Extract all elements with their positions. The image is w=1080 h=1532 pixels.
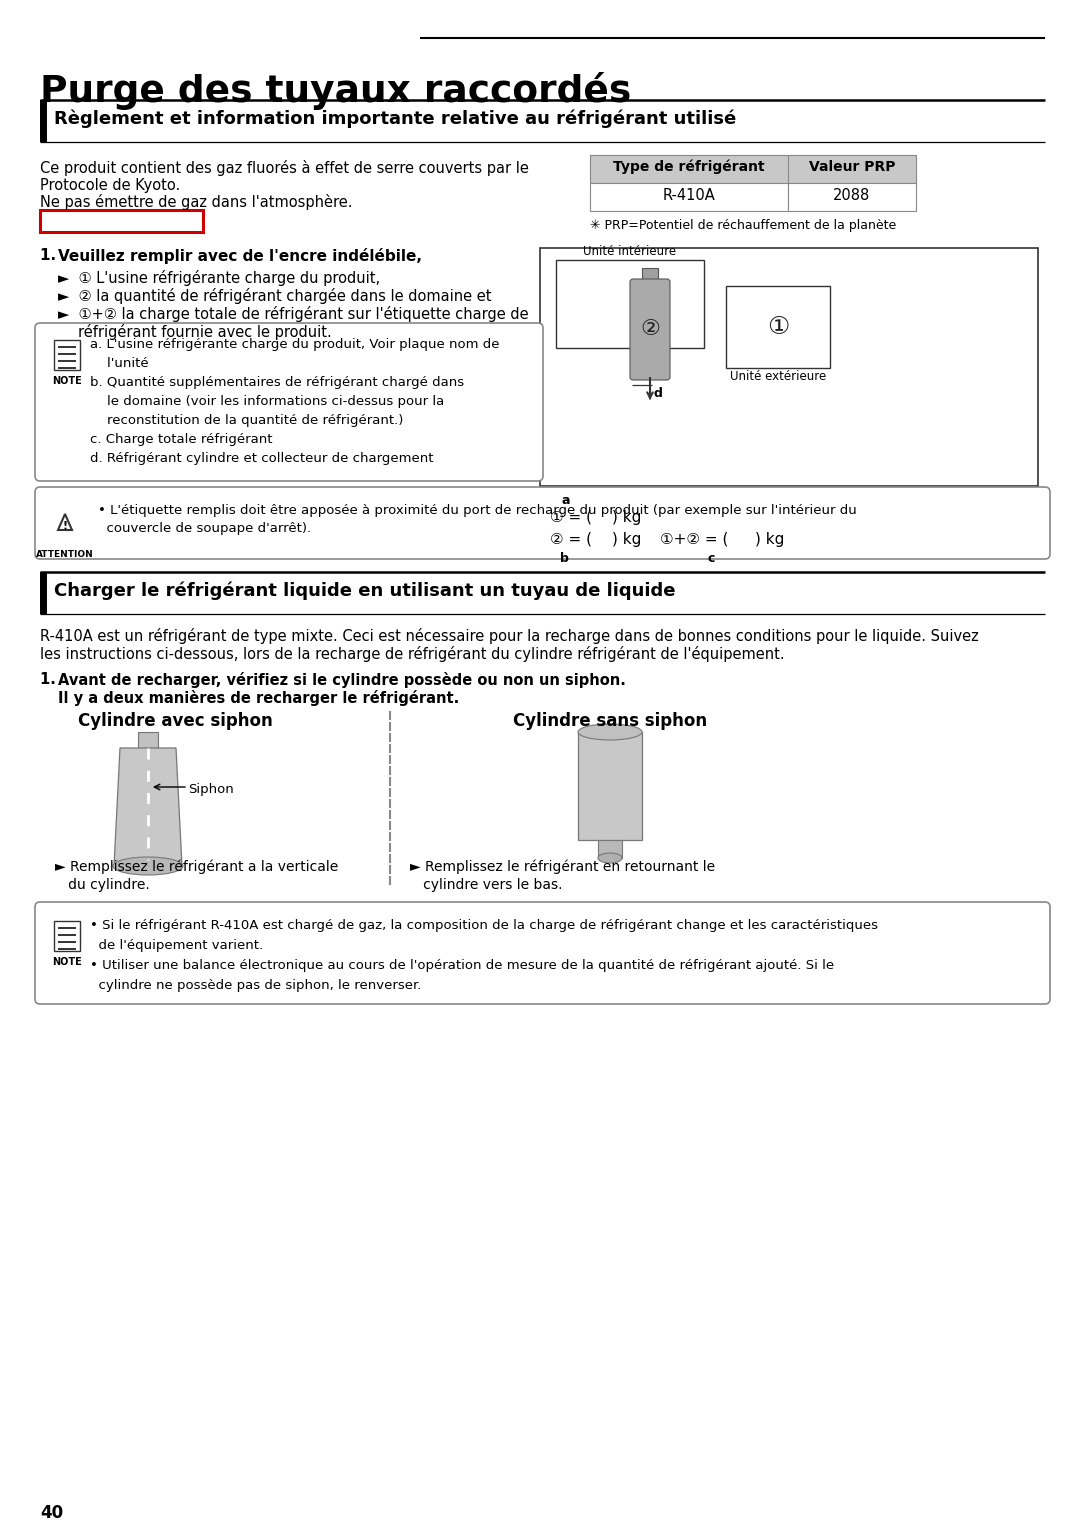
Text: ► Remplissez le réfrigérant en retournant le: ► Remplissez le réfrigérant en retournan… bbox=[410, 859, 715, 875]
Text: l'unité: l'unité bbox=[90, 357, 149, 371]
Text: Charger le réfrigérant liquide en utilisant un tuyau de liquide: Charger le réfrigérant liquide en utilis… bbox=[54, 582, 675, 601]
Ellipse shape bbox=[113, 856, 183, 875]
Text: Type de réfrigérant: Type de réfrigérant bbox=[613, 159, 765, 175]
Text: du cylindre.: du cylindre. bbox=[55, 878, 150, 892]
Text: Cylindre sans siphon: Cylindre sans siphon bbox=[513, 712, 707, 731]
Text: c: c bbox=[708, 552, 715, 565]
Text: reconstitution de la quantité de réfrigérant.): reconstitution de la quantité de réfrigé… bbox=[90, 414, 403, 427]
Text: ① = (: ① = ( bbox=[550, 510, 592, 525]
Bar bbox=[788, 182, 916, 211]
Text: a. L'usine réfrigérante charge du produit, Voir plaque nom de: a. L'usine réfrigérante charge du produi… bbox=[90, 339, 499, 351]
Bar bbox=[598, 840, 622, 858]
Text: Siphon: Siphon bbox=[188, 783, 233, 797]
Text: Unité intérieure: Unité intérieure bbox=[583, 245, 676, 257]
FancyBboxPatch shape bbox=[35, 323, 543, 481]
FancyBboxPatch shape bbox=[630, 279, 670, 380]
Bar bbox=[540, 248, 1038, 486]
Text: d. Réfrigérant cylindre et collecteur de chargement: d. Réfrigérant cylindre et collecteur de… bbox=[90, 452, 433, 466]
Polygon shape bbox=[114, 748, 183, 866]
Text: Cylindre avec siphon: Cylindre avec siphon bbox=[78, 712, 272, 731]
FancyBboxPatch shape bbox=[35, 902, 1050, 1003]
Text: b: b bbox=[561, 552, 569, 565]
Text: ►  ①+② la charge totale de réfrigérant sur l'étiquette charge de: ► ①+② la charge totale de réfrigérant su… bbox=[58, 306, 528, 322]
Text: le domaine (voir les informations ci-dessus pour la: le domaine (voir les informations ci-des… bbox=[90, 395, 444, 408]
Text: 2088: 2088 bbox=[834, 188, 870, 204]
Text: les instructions ci-dessous, lors de la recharge de réfrigérant du cylindre réfr: les instructions ci-dessous, lors de la … bbox=[40, 647, 785, 662]
Text: ②: ② bbox=[640, 319, 660, 339]
Text: ►  ② la quantité de réfrigérant chargée dans le domaine et: ► ② la quantité de réfrigérant chargée d… bbox=[58, 288, 491, 303]
Bar bbox=[726, 286, 831, 368]
Text: NOTE: NOTE bbox=[52, 375, 82, 386]
Ellipse shape bbox=[598, 853, 622, 863]
Text: ② = (: ② = ( bbox=[550, 532, 592, 547]
Text: b. Quantité supplémentaires de réfrigérant chargé dans: b. Quantité supplémentaires de réfrigéra… bbox=[90, 375, 464, 389]
Text: Il y a deux manières de recharger le réfrigérant.: Il y a deux manières de recharger le réf… bbox=[58, 689, 459, 706]
Text: c. Charge totale réfrigérant: c. Charge totale réfrigérant bbox=[90, 434, 272, 446]
Bar bbox=[54, 921, 80, 951]
Text: Purge des tuyaux raccordés: Purge des tuyaux raccordés bbox=[40, 72, 631, 110]
Bar bbox=[556, 260, 704, 348]
Text: ) kg: ) kg bbox=[612, 532, 642, 547]
Text: 1.: 1. bbox=[40, 248, 67, 264]
Text: • Si le réfrigérant R-410A est chargé de gaz, la composition de la charge de réf: • Si le réfrigérant R-410A est chargé de… bbox=[90, 919, 878, 931]
FancyBboxPatch shape bbox=[35, 487, 1050, 559]
Text: ) kg: ) kg bbox=[755, 532, 784, 547]
Bar bbox=[642, 268, 658, 282]
Bar bbox=[40, 571, 48, 614]
Text: R-410A est un réfrigérant de type mixte. Ceci est nécessaire pour la recharge da: R-410A est un réfrigérant de type mixte.… bbox=[40, 628, 978, 643]
Text: 1.: 1. bbox=[40, 673, 66, 686]
Bar bbox=[40, 210, 203, 231]
Text: Ce produit contient des gaz fluorés à effet de serre couverts par le
Protocole d: Ce produit contient des gaz fluorés à ef… bbox=[40, 159, 529, 193]
Bar bbox=[54, 340, 80, 371]
Polygon shape bbox=[58, 515, 72, 530]
Text: a: a bbox=[562, 493, 570, 507]
Text: Veuillez remplir avec de l'encre indélébile,: Veuillez remplir avec de l'encre indéléb… bbox=[58, 248, 422, 264]
Bar bbox=[590, 155, 916, 182]
Ellipse shape bbox=[578, 725, 642, 740]
Text: Unité extérieure: Unité extérieure bbox=[730, 371, 826, 383]
Text: cylindre vers le bas.: cylindre vers le bas. bbox=[410, 878, 563, 892]
Text: ► Remplissez le réfrigérant a la verticale: ► Remplissez le réfrigérant a la vertica… bbox=[55, 859, 338, 875]
Text: réfrigérant fournie avec le produit.: réfrigérant fournie avec le produit. bbox=[78, 323, 332, 340]
Text: NOTE: NOTE bbox=[52, 958, 82, 967]
Text: Règlement et information importante relative au réfrigérant utilisé: Règlement et information importante rela… bbox=[54, 110, 737, 129]
Text: cylindre ne possède pas de siphon, le renverser.: cylindre ne possède pas de siphon, le re… bbox=[90, 979, 421, 993]
Text: d: d bbox=[654, 388, 663, 400]
Text: ①+② = (: ①+② = ( bbox=[660, 532, 728, 547]
Text: • L'étiquette remplis doit être apposée à proximité du port de recharge du produ: • L'étiquette remplis doit être apposée … bbox=[98, 504, 856, 516]
Bar bbox=[138, 732, 158, 748]
Text: 40: 40 bbox=[40, 1504, 63, 1521]
Text: de l'équipement varient.: de l'équipement varient. bbox=[90, 939, 264, 951]
Text: Avant de recharger, vérifiez si le cylindre possède ou non un siphon.: Avant de recharger, vérifiez si le cylin… bbox=[58, 673, 626, 688]
Text: Valeur PRP: Valeur PRP bbox=[809, 159, 895, 175]
Text: ) kg: ) kg bbox=[612, 510, 642, 525]
Text: ATTENTION: ATTENTION bbox=[36, 550, 94, 559]
Text: couvercle de soupape d'arrêt).: couvercle de soupape d'arrêt). bbox=[98, 522, 311, 535]
Text: ✳ PRP=Potentiel de réchauffement de la planète: ✳ PRP=Potentiel de réchauffement de la p… bbox=[590, 219, 896, 231]
Text: R-410A: R-410A bbox=[663, 188, 715, 204]
Bar bbox=[40, 100, 48, 142]
Bar bbox=[578, 732, 642, 840]
Text: Ne pas émettre de gaz dans l'atmosphère.: Ne pas émettre de gaz dans l'atmosphère. bbox=[40, 195, 352, 210]
Bar bbox=[590, 182, 788, 211]
Text: !: ! bbox=[63, 521, 68, 532]
Text: • Utiliser une balance électronique au cours de l'opération de mesure de la quan: • Utiliser une balance électronique au c… bbox=[90, 959, 834, 971]
Text: ►  ① L'usine réfrigérante charge du produit,: ► ① L'usine réfrigérante charge du produ… bbox=[58, 270, 380, 286]
Text: ①: ① bbox=[767, 316, 789, 339]
